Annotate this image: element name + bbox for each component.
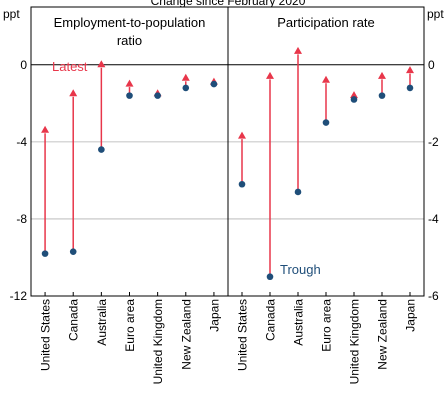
panel-2-latest-marker-1 xyxy=(238,131,246,139)
panel-1-country-label-2: Canada xyxy=(67,299,81,341)
panel-2-trough-marker-3 xyxy=(294,188,302,196)
panel-2-tick-label-3: -6 xyxy=(428,289,439,303)
panel-2-trough-marker-7 xyxy=(406,84,414,92)
panel-2-latest-marker-4 xyxy=(322,75,330,83)
panel-1-trough-marker-3 xyxy=(98,146,105,153)
panel-1-trough-marker-1 xyxy=(41,250,49,257)
panel-2-country-label-4: Euro area xyxy=(320,299,334,352)
panel-2-latest-marker-2 xyxy=(266,71,274,79)
panel-1-tick-label-1: -4 xyxy=(16,135,27,149)
panel-1-title-line-2: ratio xyxy=(117,33,142,48)
panel-1-latest-marker-3 xyxy=(97,60,106,68)
panel-2-country-label-1: United States xyxy=(236,299,250,371)
panel-2-trough-marker-6 xyxy=(378,92,386,99)
latest-annotation: Latest xyxy=(52,59,88,74)
panel-1-country-label-1: United States xyxy=(39,299,53,371)
panel-1-trough-marker-2 xyxy=(69,248,77,255)
panel-2-trough-marker-4 xyxy=(322,119,330,126)
panel-1-country-label-6: New Zealand xyxy=(179,299,193,370)
panel-1-frame xyxy=(30,6,229,297)
panel-1-country-label-5: United Kingdom xyxy=(151,299,165,384)
trough-annotation: Trough xyxy=(280,262,321,277)
panel-2-latest-marker-7 xyxy=(406,66,414,74)
panel-1-trough-marker-4 xyxy=(126,92,133,99)
panel-2-trough-marker-2 xyxy=(266,273,274,281)
panel-2-country-label-2: Canada xyxy=(264,299,278,341)
panel-2-trough-marker-1 xyxy=(238,180,246,188)
plot-area: 0 -4 -8 -12 Employment-to-population ratio Uni… xyxy=(10,6,439,384)
panel-1-tick-label-3: -12 xyxy=(10,289,28,303)
panel-2-tick-label-1: -2 xyxy=(428,135,439,149)
panel-2-latest-marker-6 xyxy=(378,71,386,79)
chart-subtitle: Change since February 2020 xyxy=(151,0,306,8)
left-axis-unit: ppt xyxy=(3,7,20,21)
panel-2-tick-label-0: 0 xyxy=(428,58,435,72)
panel-1-title-line-1: Employment-to-population xyxy=(54,15,206,30)
panel-2-country-label-3: Australia xyxy=(292,299,306,346)
panel-2-country-label-6: New Zealand xyxy=(376,299,390,370)
panel-1-tick-label-2: -8 xyxy=(16,212,27,226)
panel-1-country-label-7: Japan xyxy=(207,299,221,332)
panel-2-tick-label-2: -4 xyxy=(428,212,439,226)
panel-1-trough-marker-6 xyxy=(182,84,190,92)
panel-2-trough-marker-5 xyxy=(350,96,358,103)
panel-2-latest-marker-3 xyxy=(294,46,302,54)
panel-2-latest-marker-5 xyxy=(350,91,358,99)
panel-1-trough-marker-5 xyxy=(154,92,161,99)
panel-1-tick-label-0: 0 xyxy=(20,58,27,72)
right-axis-unit: ppt xyxy=(427,7,444,21)
panel-1-country-label-3: Australia xyxy=(95,299,109,346)
panel-1-latest-marker-2 xyxy=(69,89,78,97)
panel-2-country-label-5: United Kingdom xyxy=(348,299,362,384)
panel-2-frame xyxy=(227,6,425,297)
panel-1-latest-marker-6 xyxy=(181,73,190,81)
panel-2-country-label-7: Japan xyxy=(404,299,418,332)
panel-1-latest-marker-4 xyxy=(125,79,134,87)
panel-2-title-line-1: Participation rate xyxy=(277,15,375,30)
panel-1-latest-marker-1 xyxy=(41,125,50,133)
panel-1-trough-marker-7 xyxy=(210,80,218,88)
panel-1-country-label-4: Euro area xyxy=(123,299,137,352)
